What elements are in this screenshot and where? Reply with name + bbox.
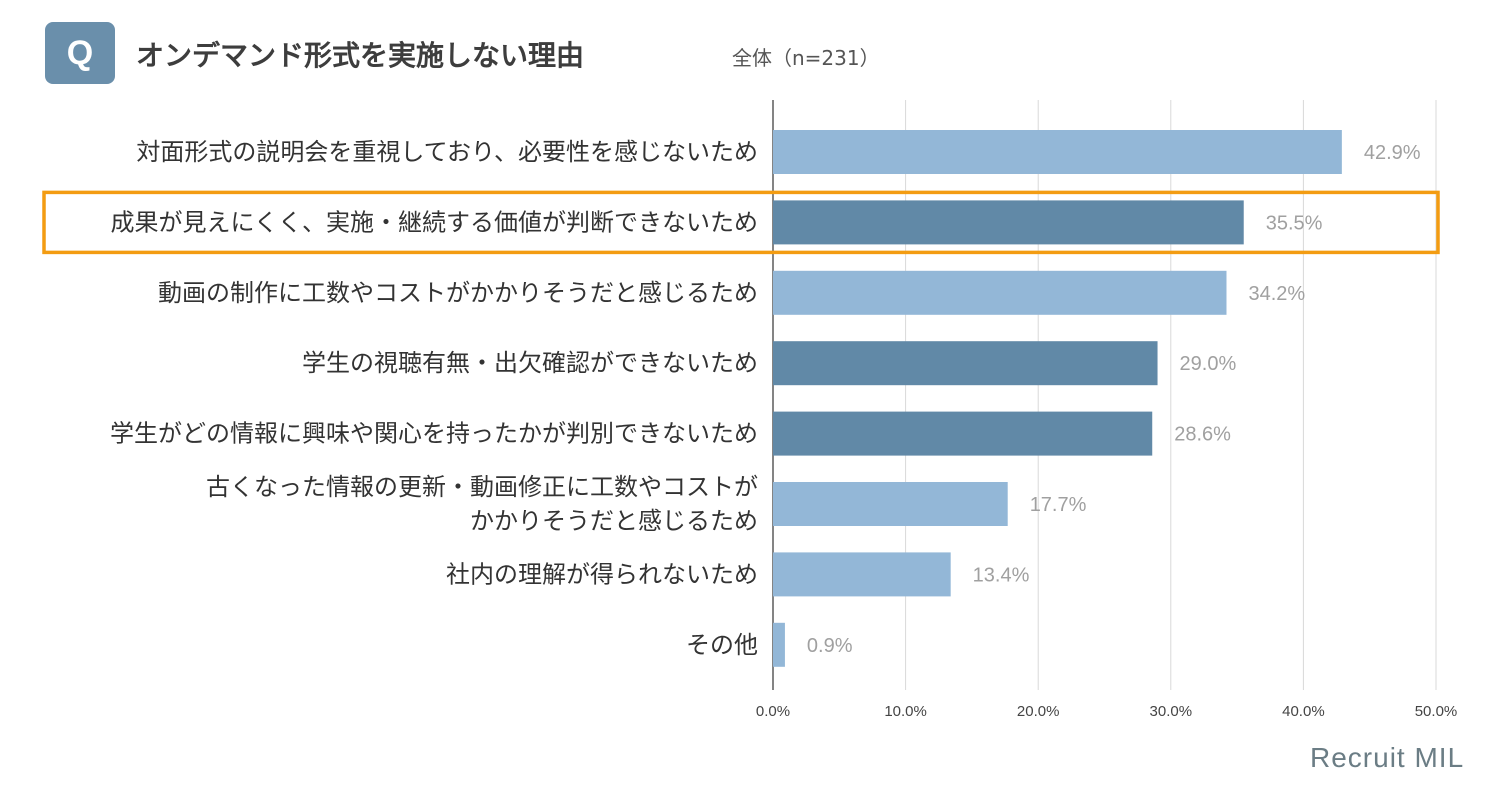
category-label: 動画の制作に工数やコストがかかりそうだと感じるため: [158, 279, 758, 307]
category-label: 対面形式の説明会を重視しており、必要性を感じないため: [136, 138, 758, 166]
chart-title: オンデマンド形式を実施しない理由: [136, 39, 585, 72]
question-badge: Q: [45, 22, 115, 84]
data-label: 0.9%: [807, 635, 853, 657]
data-label: 34.2%: [1248, 283, 1305, 305]
bar: [773, 552, 951, 597]
category-label: その他: [686, 631, 758, 659]
bar: [773, 622, 785, 667]
category-label: 古くなった情報の更新・動画修正に工数やコストが: [206, 473, 758, 501]
data-label: 29.0%: [1180, 353, 1237, 375]
bar: [773, 130, 1342, 174]
category-label: 成果が見えにくく、実施・継続する価値が判断できないため: [110, 208, 758, 236]
x-tick-label: 40.0%: [1282, 703, 1325, 720]
data-label: 28.6%: [1174, 424, 1231, 446]
data-label: 42.9%: [1364, 142, 1421, 164]
data-label: 17.7%: [1030, 494, 1087, 516]
brand-logo: Recruit MIL: [1310, 742, 1465, 773]
highlight-frame: [42, 190, 1440, 255]
category-label: 学生の視聴有無・出欠確認ができないため: [302, 349, 758, 377]
x-tick-label: 50.0%: [1415, 703, 1458, 720]
bar: [773, 270, 1227, 315]
x-tick-label: 20.0%: [1017, 703, 1060, 720]
data-label: 35.5%: [1266, 212, 1323, 234]
x-tick-label: 0.0%: [756, 703, 790, 720]
bar: [773, 411, 1153, 456]
category-label: かかりそうだと感じるため: [470, 507, 758, 535]
x-tick-label: 10.0%: [884, 703, 927, 720]
category-label: 学生がどの情報に興味や関心を持ったかが判別できないため: [110, 420, 758, 448]
sample-size-label: 全体（n=231）: [732, 46, 880, 70]
bar: [773, 341, 1158, 386]
bar: [773, 482, 1008, 526]
data-label: 13.4%: [973, 564, 1030, 586]
bar: [773, 200, 1244, 245]
category-label: 社内の理解が得られないため: [446, 560, 758, 588]
x-tick-label: 30.0%: [1150, 703, 1193, 720]
